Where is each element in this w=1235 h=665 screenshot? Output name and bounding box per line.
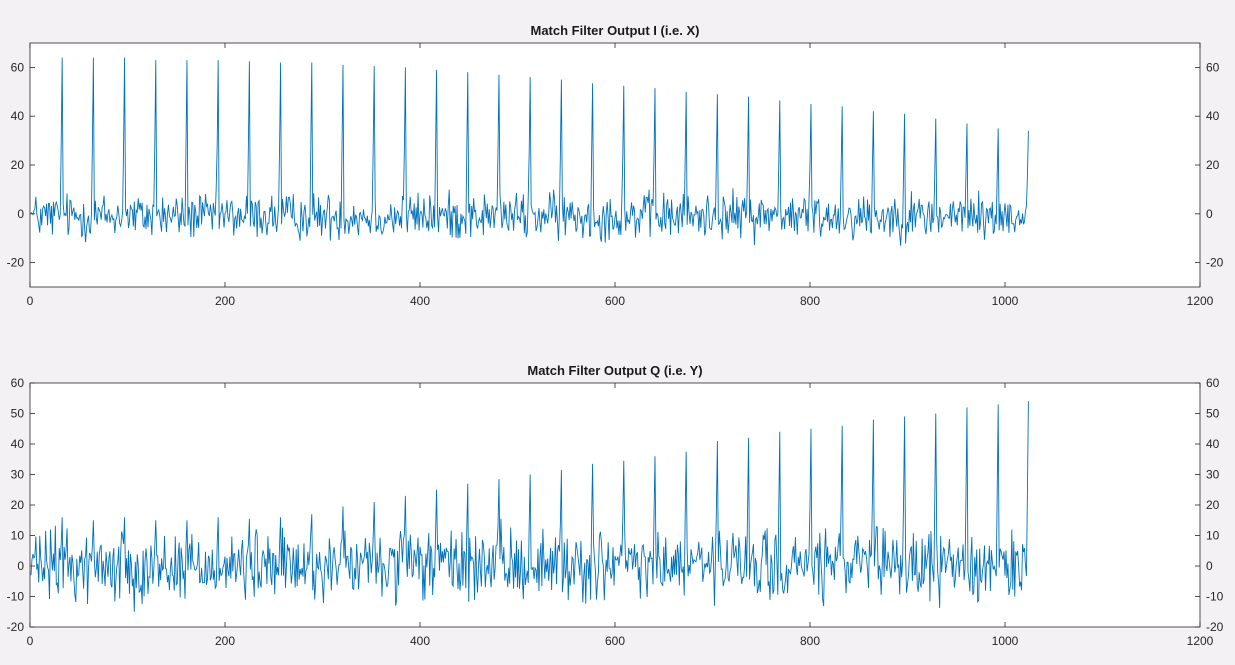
y-tick-label: 60	[11, 376, 25, 390]
x-tick-label: 600	[605, 294, 625, 308]
x-tick-label: 200	[215, 294, 235, 308]
y-tick-label: 30	[11, 468, 25, 482]
y-tick-label-right: 50	[1206, 407, 1220, 421]
x-tick-label: 600	[605, 634, 625, 648]
y-tick-label-right: -10	[1206, 590, 1224, 604]
y-tick-label: 60	[11, 60, 25, 74]
x-tick-label: 800	[800, 294, 820, 308]
x-tick-label: 1200	[1187, 294, 1214, 308]
ticks-bottom: 0 200 400 600 800 1000 1200-20 -20-10 -100 010 102…	[7, 376, 1224, 648]
series-bottom	[30, 401, 1029, 612]
x-tick-label: 400	[410, 294, 430, 308]
x-tick-label: 1000	[992, 634, 1019, 648]
axes-top: Match Filter Output I (i.e. X) 0 200 400 60…	[7, 23, 1224, 308]
y-tick-label: 50	[11, 407, 25, 421]
y-tick-label-right: 0	[1206, 207, 1213, 221]
y-tick-label: 0	[17, 207, 24, 221]
y-tick-label: 20	[11, 498, 25, 512]
y-tick-label: -10	[7, 590, 25, 604]
x-tick-label: 800	[800, 634, 820, 648]
y-tick-label-right: 60	[1206, 376, 1220, 390]
y-tick-label: 40	[11, 109, 25, 123]
y-tick-label-right: 40	[1206, 437, 1220, 451]
y-tick-label-right: 30	[1206, 468, 1220, 482]
plot-area-top	[29, 42, 1201, 288]
axes-bottom: Match Filter Output Q (i.e. Y) 0 200 400 60…	[7, 363, 1224, 648]
y-tick-label-right: 10	[1206, 529, 1220, 543]
chart-title-bottom: Match Filter Output Q (i.e. Y)	[527, 363, 702, 378]
y-tick-label-right: -20	[1206, 620, 1224, 634]
y-tick-label-right: 20	[1206, 498, 1220, 512]
y-tick-label: 0	[17, 559, 24, 573]
y-tick-label: -20	[7, 620, 25, 634]
series-line	[30, 401, 1029, 612]
x-tick-label: 1200	[1187, 634, 1214, 648]
series-line	[30, 57, 1029, 246]
x-tick-label: 400	[410, 634, 430, 648]
plot-area-bottom	[29, 382, 1201, 628]
y-tick-label-right: 20	[1206, 158, 1220, 172]
chart-title-top: Match Filter Output I (i.e. X)	[531, 23, 700, 38]
y-tick-label: -20	[7, 256, 25, 270]
x-tick-label: 200	[215, 634, 235, 648]
series-top	[30, 57, 1029, 246]
x-tick-label: 0	[27, 294, 34, 308]
ticks-top: 0 200 400 600 800 1000 1200 -20 -20 0 0 20 20 40 40 60 6…	[7, 43, 1224, 308]
y-tick-label: 20	[11, 158, 25, 172]
y-tick-label-right: -20	[1206, 256, 1224, 270]
x-tick-label: 1000	[992, 294, 1019, 308]
y-tick-label-right: 0	[1206, 559, 1213, 573]
y-tick-label-right: 40	[1206, 109, 1220, 123]
x-tick-label: 0	[27, 634, 34, 648]
y-tick-label: 10	[11, 529, 25, 543]
y-tick-label: 40	[11, 437, 25, 451]
y-tick-label-right: 60	[1206, 60, 1220, 74]
